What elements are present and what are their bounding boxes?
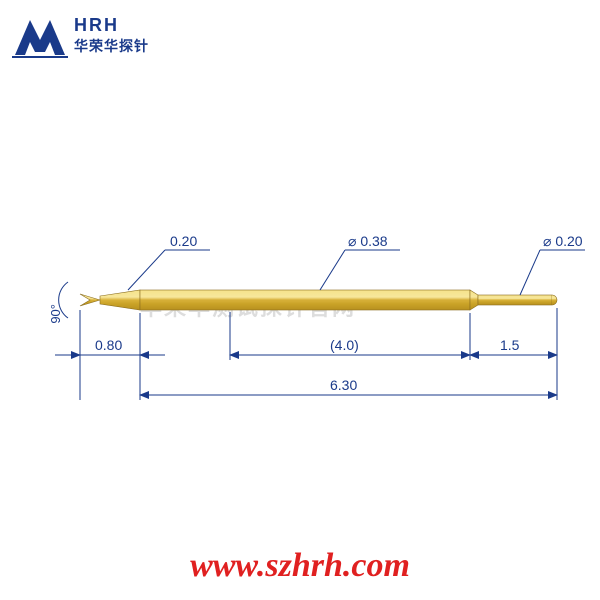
svg-text:⌀ 0.20: ⌀ 0.20 bbox=[543, 233, 583, 249]
svg-text:(4.0): (4.0) bbox=[330, 337, 359, 353]
svg-text:1.5: 1.5 bbox=[500, 337, 520, 353]
upper-dims: 0.20 ⌀ 0.38 ⌀ 0.20 bbox=[128, 233, 585, 295]
dim-tip-dia: 0.20 bbox=[170, 233, 197, 249]
svg-text:6.30: 6.30 bbox=[330, 377, 357, 393]
svg-text:0.80: 0.80 bbox=[95, 337, 122, 353]
svg-text:⌀ 0.38: ⌀ 0.38 bbox=[348, 233, 388, 249]
extension-lines bbox=[80, 308, 557, 400]
technical-drawing: 0.20 ⌀ 0.38 ⌀ 0.20 90° 0.80 (4.0) 1.5 bbox=[0, 0, 600, 600]
angle-dim: 90° bbox=[48, 282, 68, 324]
website-url: www.szhrh.com bbox=[0, 547, 600, 585]
probe-shape bbox=[80, 290, 557, 310]
dim-row-1: 0.80 (4.0) 1.5 bbox=[55, 337, 557, 355]
dim-row-2: 6.30 bbox=[140, 377, 557, 395]
svg-text:90°: 90° bbox=[48, 304, 63, 324]
